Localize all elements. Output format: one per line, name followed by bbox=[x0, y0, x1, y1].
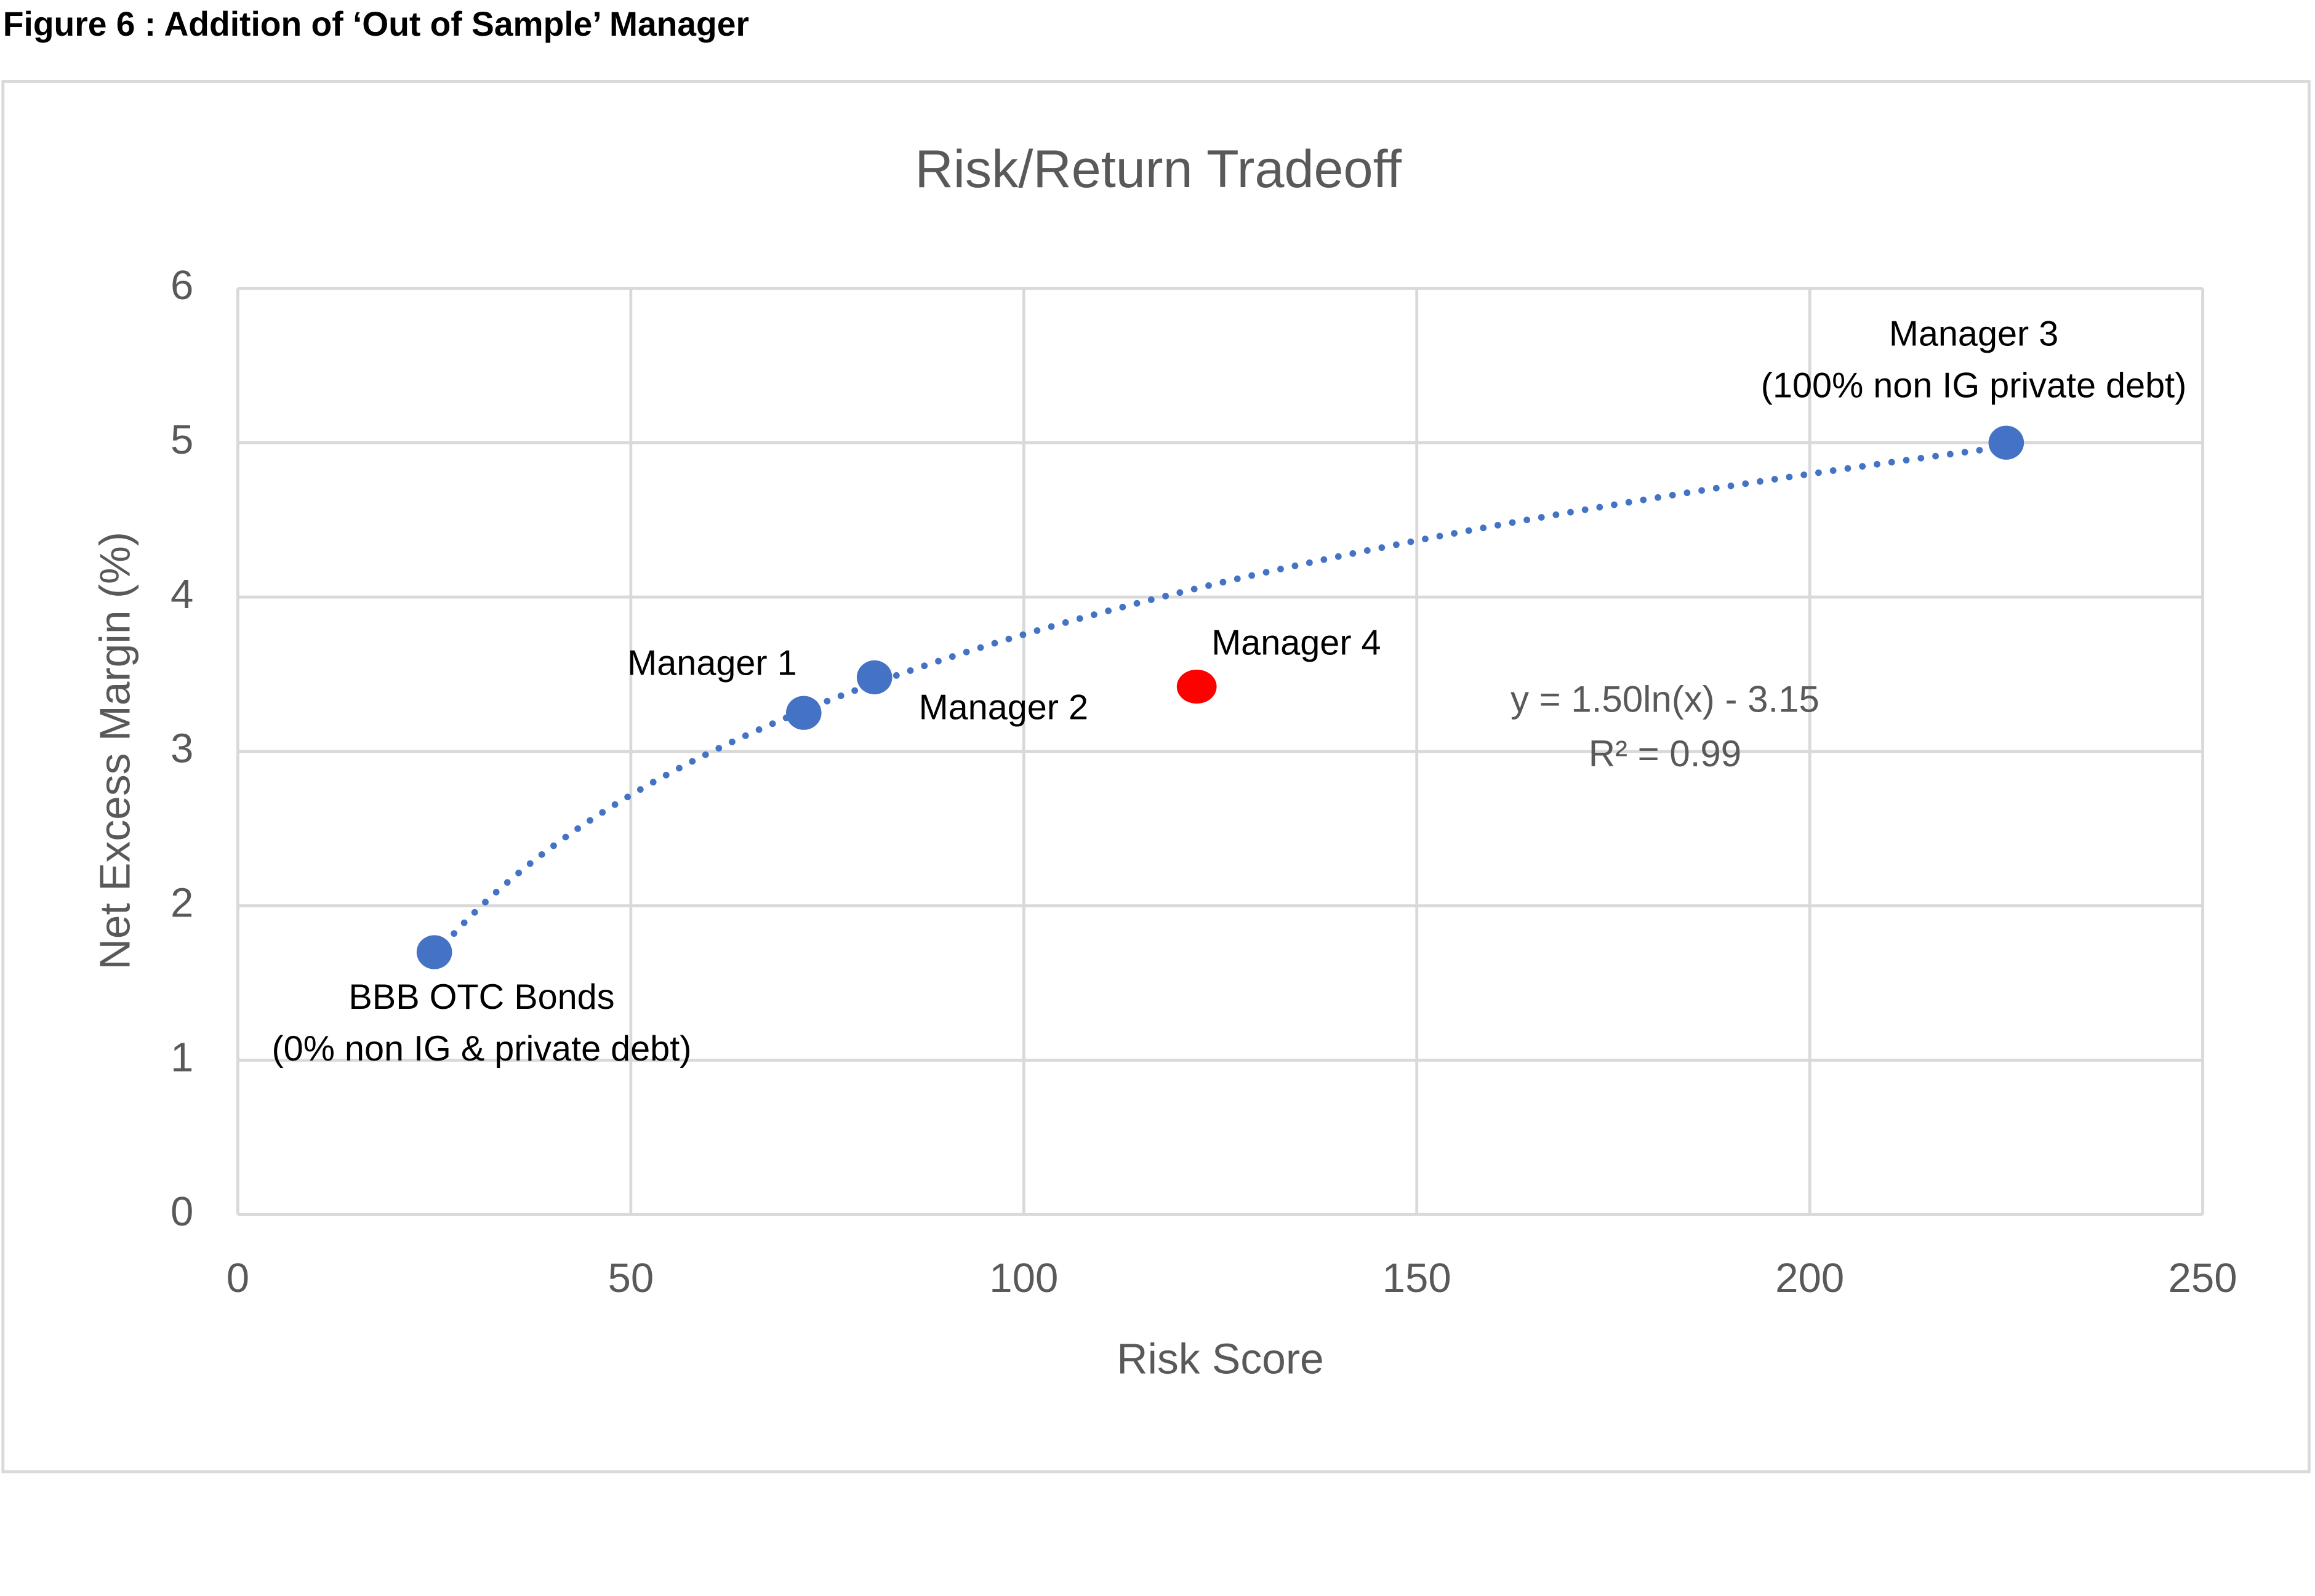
y-tick-label: 3 bbox=[171, 726, 193, 772]
data-point bbox=[856, 660, 893, 695]
data-point bbox=[1988, 425, 2024, 460]
x-tick-label: 100 bbox=[989, 1255, 1058, 1301]
x-tick-label: 250 bbox=[2169, 1255, 2237, 1301]
x-tick-label: 150 bbox=[1382, 1255, 1451, 1301]
data-point bbox=[416, 935, 452, 969]
y-axis-title: Net Excess Margin (%) bbox=[90, 532, 138, 970]
y-tick-label: 0 bbox=[171, 1189, 193, 1235]
data-point bbox=[785, 696, 822, 730]
y-tick-label: 5 bbox=[171, 417, 193, 463]
trendline bbox=[431, 443, 2010, 959]
data-point bbox=[1176, 669, 1217, 704]
chart-title: Risk/Return Tradeoff bbox=[915, 140, 1402, 199]
point-label: Manager 4 bbox=[1211, 624, 1381, 663]
y-tick-label: 4 bbox=[171, 571, 193, 617]
trendline-equation: y = 1.50ln(x) - 3.15 bbox=[1511, 678, 1820, 720]
x-tick-label: 200 bbox=[1775, 1255, 1844, 1301]
point-label: Manager 1 bbox=[627, 644, 796, 683]
x-tick-label: 0 bbox=[227, 1255, 249, 1301]
y-tick-label: 1 bbox=[171, 1034, 193, 1080]
point-label: Manager 3 bbox=[1889, 315, 2058, 354]
point-label: Manager 2 bbox=[919, 688, 1088, 728]
point-label: (100% non IG private debt) bbox=[1761, 366, 2187, 406]
y-tick-label: 6 bbox=[171, 262, 193, 308]
y-tick-label: 2 bbox=[171, 880, 193, 926]
point-label: BBB OTC Bonds bbox=[348, 977, 614, 1017]
point-label: (0% non IG & private debt) bbox=[272, 1029, 692, 1069]
figure-title: Figure 6 : Addition of ‘Out of Sample’ M… bbox=[3, 5, 749, 43]
trendline-r2: R² = 0.99 bbox=[1589, 733, 1741, 774]
chart-frame bbox=[1, 80, 2311, 1474]
x-axis-title: Risk Score bbox=[1117, 1335, 1323, 1383]
x-tick-label: 50 bbox=[608, 1255, 654, 1301]
